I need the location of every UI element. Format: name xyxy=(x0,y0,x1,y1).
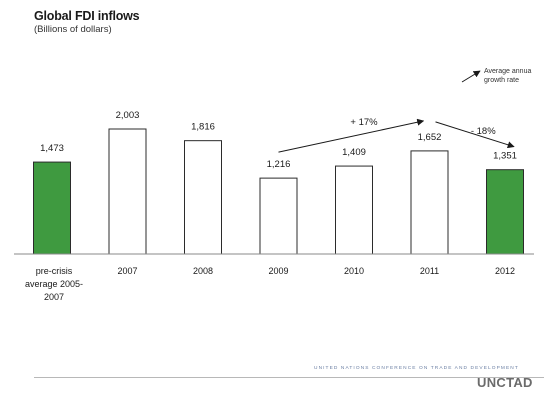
category-label: pre-crisis xyxy=(36,266,73,276)
category-label: 2009 xyxy=(268,266,288,276)
value-label: 1,409 xyxy=(342,147,366,158)
legend-line-2: growth rate xyxy=(484,76,531,85)
bars-layer xyxy=(14,129,534,254)
category-label: 2010 xyxy=(344,266,364,276)
value-label: 2,003 xyxy=(116,110,140,121)
category-label: 2007 xyxy=(117,266,137,276)
growth-label-up: + 17% xyxy=(350,117,378,128)
legend: Average annua growth rate xyxy=(484,67,531,85)
value-label: 1,216 xyxy=(267,159,291,170)
legend-arrow xyxy=(462,71,480,82)
annotations-layer: + 17% - 18% xyxy=(279,117,515,152)
category-label: 2011 xyxy=(420,266,439,276)
category-label: 2012 xyxy=(495,266,515,276)
bar-2007 xyxy=(109,129,146,254)
footer-divider xyxy=(34,377,544,378)
value-label: 1,816 xyxy=(191,122,215,133)
growth-label-down: - 18% xyxy=(471,126,496,137)
footer-organization: UNITED NATIONS CONFERENCE ON TRADE AND D… xyxy=(314,366,519,371)
bar-2011 xyxy=(411,151,448,254)
bar-2009 xyxy=(260,178,297,254)
category-label: 2007 xyxy=(44,292,64,302)
unctad-logo: UNCTAD xyxy=(477,375,533,390)
bar-2008 xyxy=(185,141,222,254)
value-label: 1,473 xyxy=(40,143,64,154)
bar-2010 xyxy=(336,166,373,254)
category-label: average 2005- xyxy=(25,279,83,289)
bar-2012 xyxy=(487,170,524,254)
category-label: 2008 xyxy=(193,266,213,276)
value-label: 1,652 xyxy=(418,132,442,143)
bar-pre-crisis-average-2005-2007 xyxy=(34,162,71,254)
value-label: 1,351 xyxy=(493,151,517,162)
legend-line-1: Average annua xyxy=(484,67,531,76)
